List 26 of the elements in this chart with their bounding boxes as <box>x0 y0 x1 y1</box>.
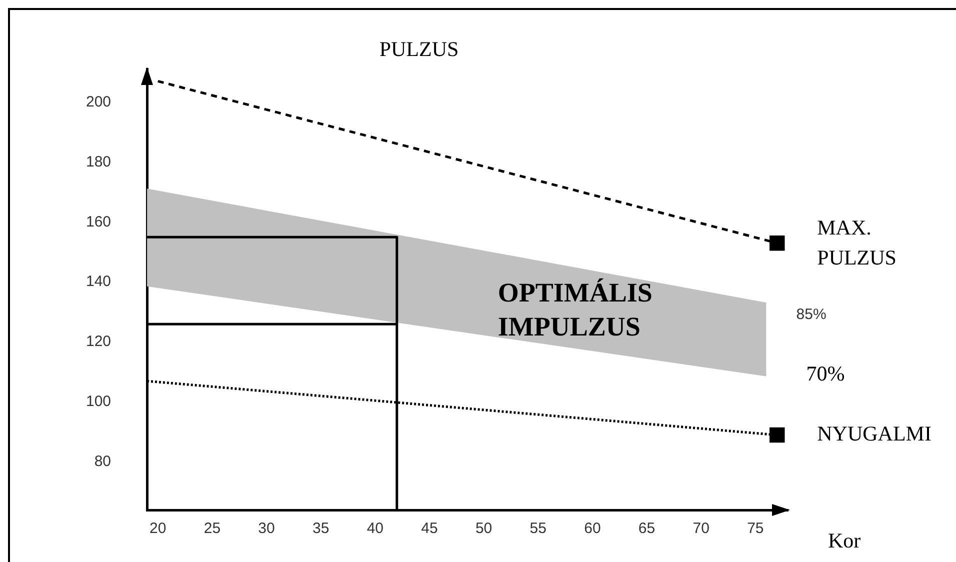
y-tick-label: 200 <box>86 93 112 110</box>
x-tick-label: 75 <box>747 520 764 538</box>
x-tick-label: 40 <box>366 520 384 538</box>
annotation: OPTIMÁLIS IMPULZUS <box>498 278 652 342</box>
x-tick-label: 20 <box>150 520 166 538</box>
series-label: MAX. PULZUS <box>817 216 896 270</box>
series-label: 85% <box>796 306 826 324</box>
x-tick-label: 65 <box>638 520 656 538</box>
y-tick-label: 180 <box>86 153 112 170</box>
x-tick-label: 50 <box>475 520 492 538</box>
x-tick-label: 45 <box>421 520 438 538</box>
x-tick-label: 70 <box>692 520 710 538</box>
chart-title: PULZUS <box>379 37 459 62</box>
y-tick-label: 80 <box>94 453 112 470</box>
y-tick-label: 120 <box>86 333 112 350</box>
x-tick-label: 35 <box>312 520 330 538</box>
y-tick-label: 140 <box>86 273 112 290</box>
series-label: 70% <box>806 362 845 386</box>
series-label: NYUGALMI <box>817 422 932 446</box>
x-axis-title: Kor <box>828 528 861 553</box>
y-tick-label: 160 <box>86 213 112 230</box>
x-tick-label: 60 <box>584 520 601 538</box>
x-tick-label: 30 <box>258 520 275 538</box>
y-tick-label: 100 <box>86 393 112 410</box>
x-tick-label: 25 <box>204 520 221 538</box>
x-tick-label: 55 <box>530 520 546 538</box>
